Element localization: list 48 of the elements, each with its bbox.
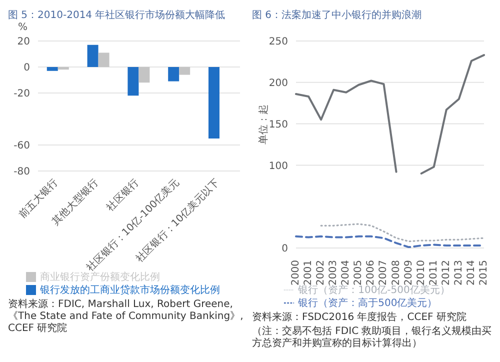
x-tick-label: 2000 bbox=[290, 260, 302, 286]
line-series bbox=[320, 223, 485, 242]
x-tick-label: 2005 bbox=[353, 260, 364, 286]
y-tick-label: -60 bbox=[14, 140, 30, 152]
legend-label: 商业银行资产份额变化比例 bbox=[40, 272, 160, 283]
x-tick-label: 2009 bbox=[403, 260, 414, 286]
x-tick-label: 2003 bbox=[328, 260, 340, 286]
y-tick-label: 0 bbox=[24, 62, 30, 74]
bar bbox=[46, 67, 58, 71]
x-tick-label: 2014 bbox=[466, 260, 477, 286]
text: 资料来源：FSDC2016 年度报告，CCEF 研究院 bbox=[252, 312, 468, 324]
legend-label: 银行（资产：100亿-500亿美元） bbox=[298, 285, 450, 296]
x-tick-label: 2008 bbox=[390, 260, 402, 286]
chart-title: 图 5：2010-2014 年社区银行市场份额大幅降低 bbox=[8, 8, 226, 22]
y-tick-label: 20 bbox=[17, 36, 30, 48]
bar bbox=[138, 67, 150, 83]
x-tick-label: 2015 bbox=[478, 260, 490, 286]
legend-label: 银行发放的工商业贷款市场份额变化比例 bbox=[40, 285, 220, 296]
x-tick-label: 2013 bbox=[453, 260, 464, 286]
legend-label: 银行（资产：高于500亿美元） bbox=[298, 298, 438, 309]
x-tick-label: 2012 bbox=[440, 260, 452, 286]
bar bbox=[58, 67, 69, 70]
chart-title: 图 6：法案加速了中小银行的并购浪潮 bbox=[252, 8, 423, 22]
bar bbox=[168, 67, 180, 82]
y-tick-label: -80 bbox=[14, 166, 30, 178]
bar bbox=[208, 67, 220, 138]
text: （注：交易不包括 FDIC 救助项目，银行名义规模由买方总资产和并购宣称的目标计算得出） bbox=[252, 326, 492, 350]
x-tick-label: 2007 bbox=[378, 260, 390, 286]
y-tick-label: 0 bbox=[282, 244, 288, 255]
y-tick-label: -20 bbox=[14, 88, 30, 100]
y-axis-title: % bbox=[17, 22, 29, 35]
x-tick-label: 2010 bbox=[416, 260, 427, 286]
y-tick-label: 100 bbox=[268, 160, 288, 172]
x-tick-label: 2002 bbox=[316, 260, 327, 286]
bar bbox=[87, 44, 98, 67]
x-tick-label: 社区银行 bbox=[104, 176, 142, 214]
bar bbox=[179, 67, 190, 75]
x-tick-label: 2004 bbox=[340, 260, 352, 286]
x-tick-label: 2011 bbox=[428, 260, 440, 286]
y-axis-title: 单位：起 bbox=[258, 104, 270, 144]
y-tick-label: 250 bbox=[268, 36, 288, 48]
y-tick-label: 150 bbox=[268, 119, 288, 130]
y-tick-label: 200 bbox=[268, 78, 288, 89]
x-tick-label: 2006 bbox=[366, 260, 377, 286]
bar bbox=[128, 67, 139, 96]
x-tick-label: 2001 bbox=[303, 260, 314, 286]
bar bbox=[98, 52, 110, 67]
text: 资料来源：FDIC, Marshall Lux, Robert Greene,《The State and Fate of Community Banking》, CCEF 研究院 bbox=[8, 299, 244, 335]
